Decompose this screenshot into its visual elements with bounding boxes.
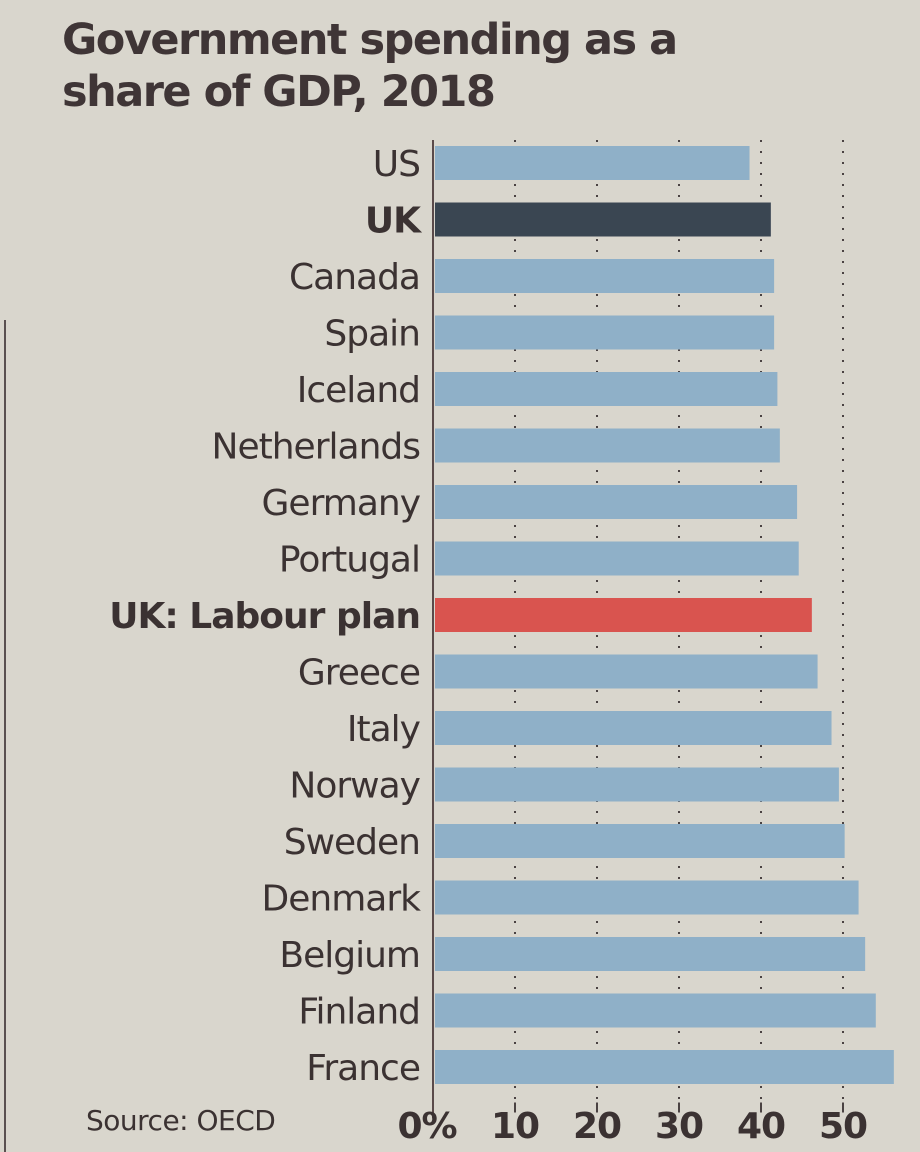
label-denmark: Denmark [262, 879, 422, 920]
label-finland: Finland [298, 992, 420, 1033]
bar-finland [435, 993, 876, 1028]
bar-uk-labour-plan [435, 598, 812, 632]
tick-label-20: 20 [573, 1106, 621, 1147]
label-us: US [373, 144, 420, 185]
bar-us [435, 146, 750, 180]
label-sweden: Sweden [284, 822, 420, 863]
label-germany: Germany [262, 483, 421, 524]
label-iceland: Iceland [297, 370, 420, 411]
page-edge-rule [4, 320, 6, 1152]
gridlines [514, 140, 844, 1113]
label-norway: Norway [289, 766, 420, 807]
tick-label-0: 0% [397, 1106, 456, 1147]
label-greece: Greece [298, 653, 420, 694]
bar-canada [435, 259, 775, 293]
bar-greece [435, 654, 818, 689]
bar-denmark [435, 880, 859, 915]
source-note: Source: OECD [86, 1104, 276, 1137]
bar-norway [435, 767, 839, 802]
label-belgium: Belgium [279, 935, 420, 976]
tick-label-40: 40 [737, 1106, 785, 1147]
bars [435, 146, 894, 1084]
bar-netherlands [435, 428, 780, 463]
bar-belgium [435, 937, 866, 971]
label-canada: Canada [289, 257, 420, 298]
chart-title: Government spending as a share of GDP, 2… [62, 15, 678, 117]
bar-iceland [435, 372, 778, 406]
label-portugal: Portugal [279, 540, 420, 581]
label-netherlands: Netherlands [212, 427, 420, 468]
bar-italy [435, 711, 832, 745]
bar-sweden [435, 824, 845, 858]
label-uk: UK [365, 201, 422, 242]
tick-label-30: 30 [655, 1106, 703, 1147]
tick-label-10: 10 [491, 1106, 539, 1147]
label-france: France [306, 1048, 420, 1089]
bar-germany [435, 485, 798, 519]
category-labels: US UK Canada Spain Iceland Netherlands Germany… [109, 144, 423, 1089]
x-axis-ticks: 0% 10 20 30 40 50 [397, 1106, 868, 1147]
tick-label-50: 50 [819, 1106, 867, 1147]
label-spain: Spain [324, 314, 420, 355]
bar-portugal [435, 541, 799, 576]
bar-france [435, 1050, 894, 1084]
bar-uk [435, 202, 771, 237]
label-uk-labour-plan: UK: Labour plan [109, 596, 420, 637]
bar-spain [435, 315, 775, 350]
label-italy: Italy [347, 709, 421, 750]
